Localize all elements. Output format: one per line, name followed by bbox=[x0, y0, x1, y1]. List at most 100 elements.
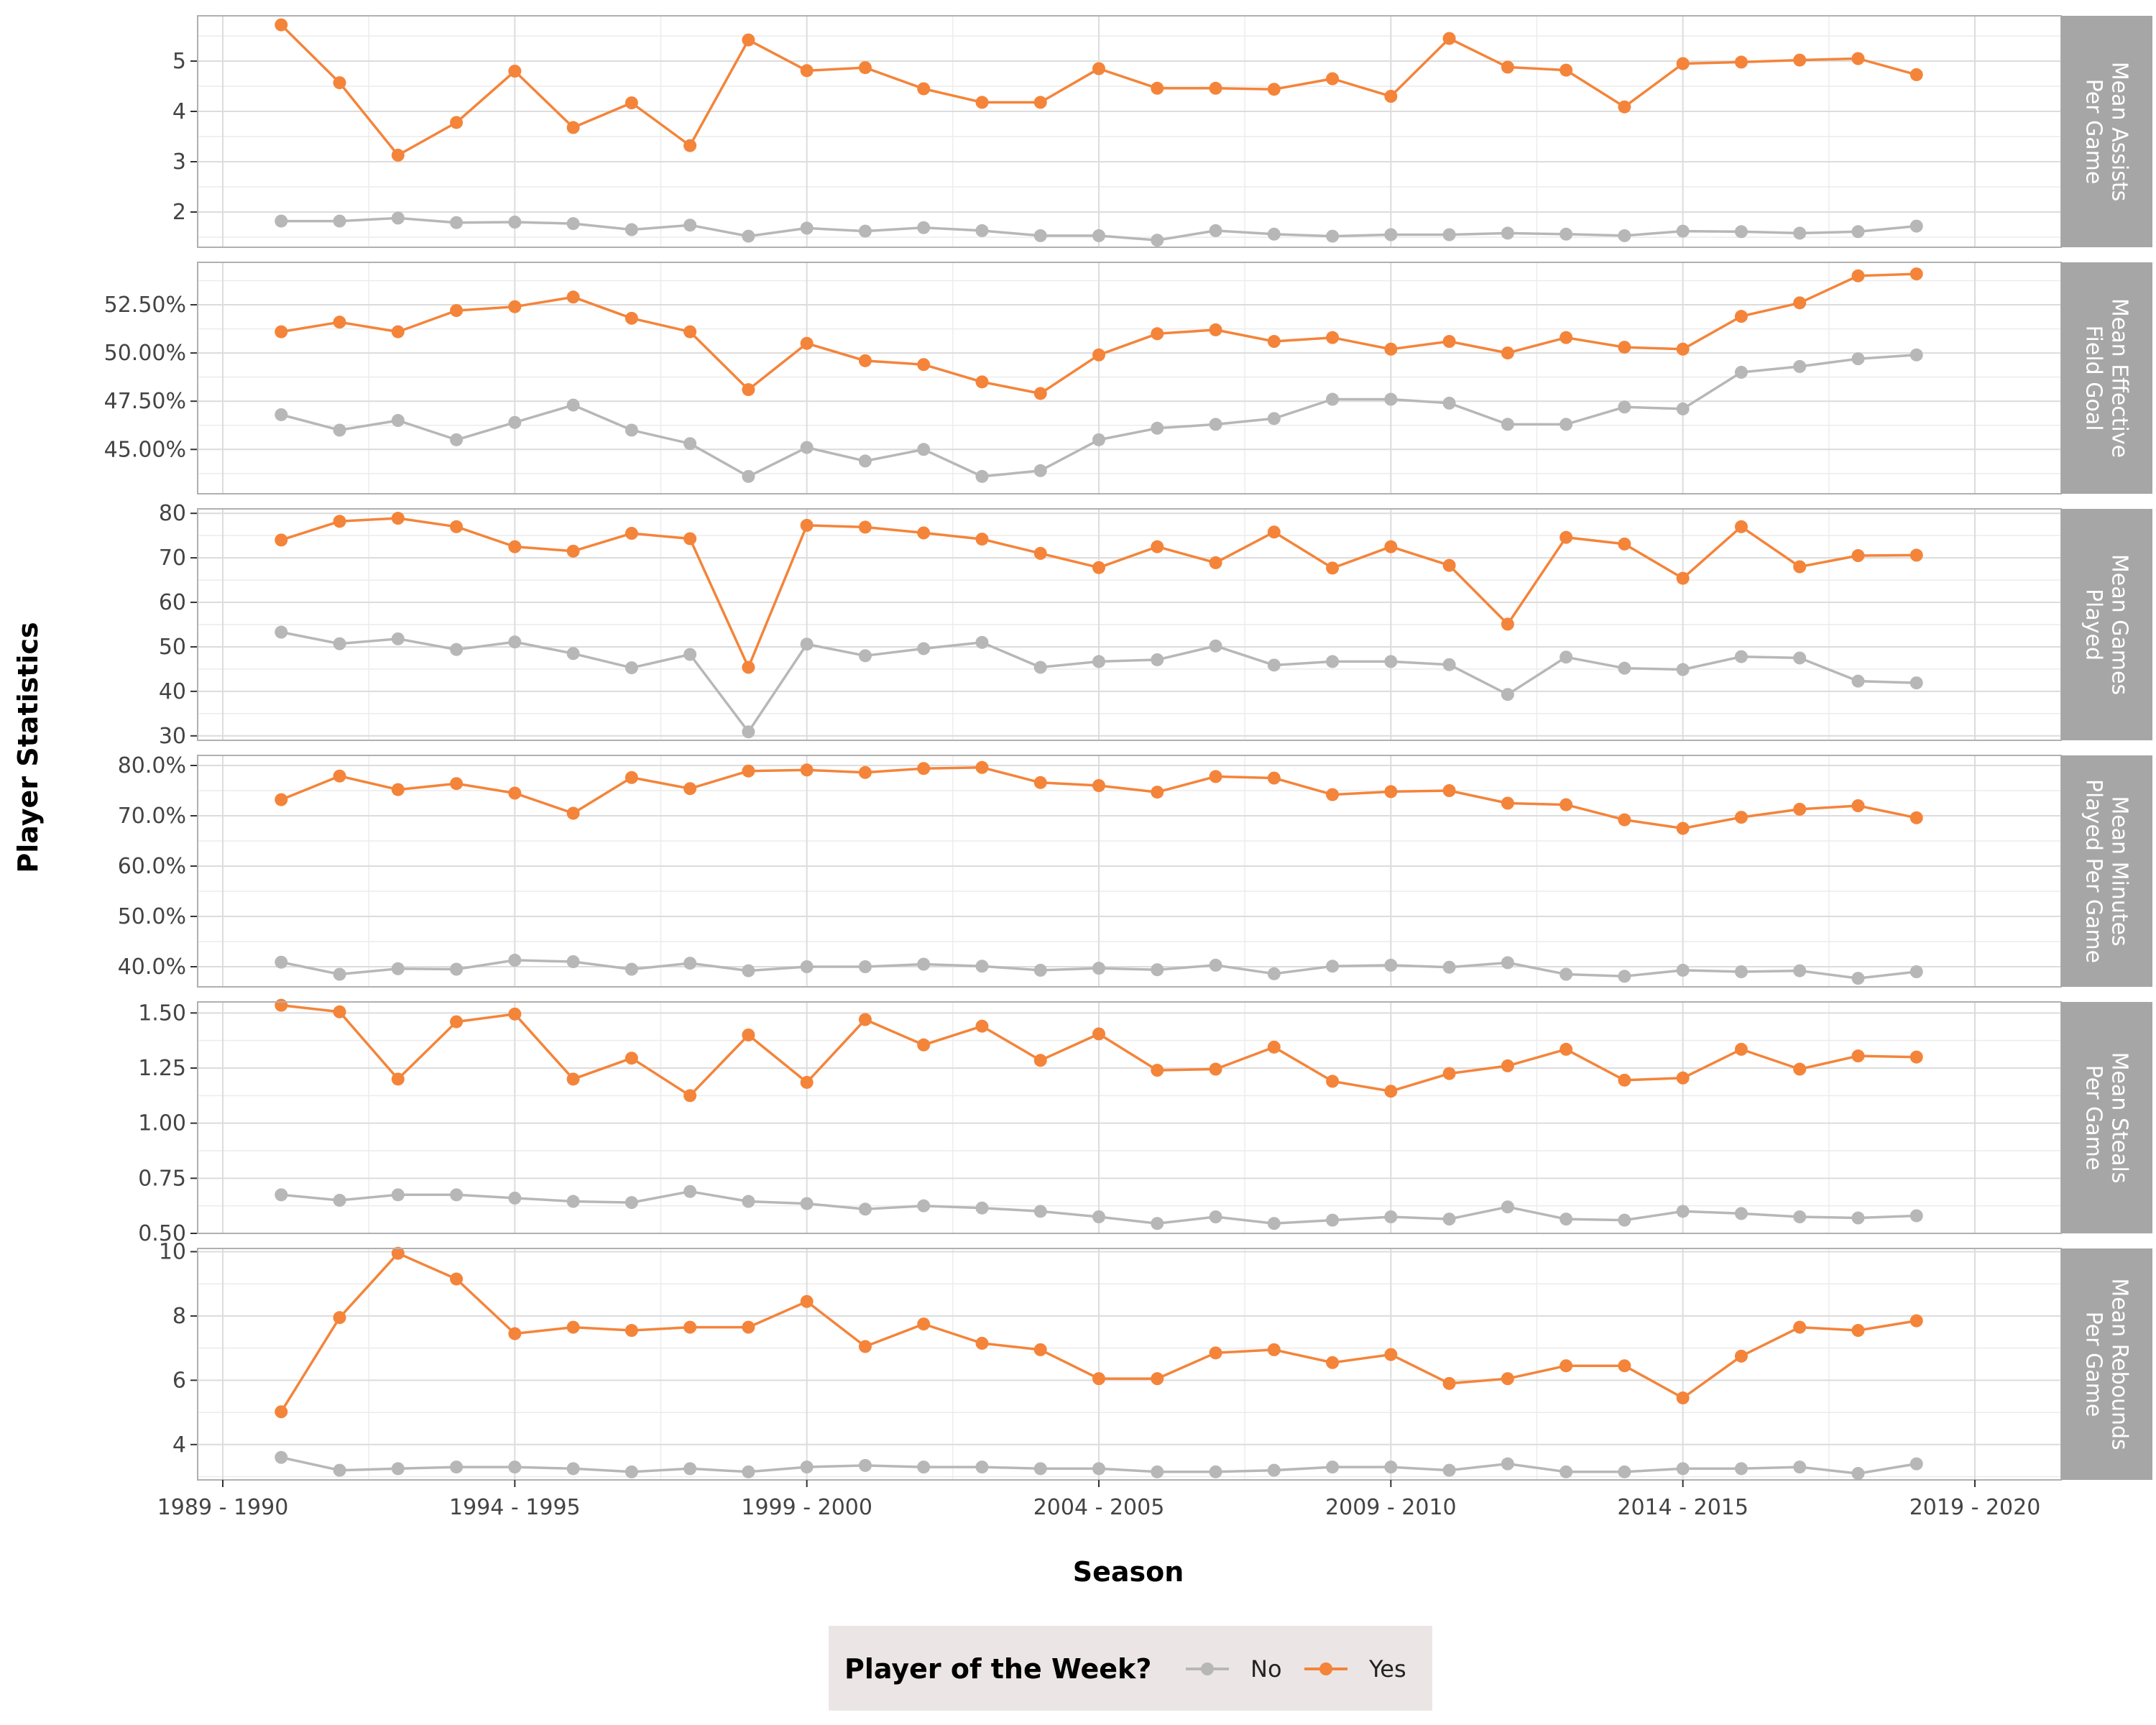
data-point-no bbox=[1033, 661, 1047, 674]
data-point-no bbox=[917, 1199, 931, 1213]
data-point-no bbox=[275, 625, 288, 639]
data-point-yes bbox=[1326, 331, 1340, 344]
data-point-yes bbox=[1909, 267, 1923, 281]
data-point-no bbox=[1442, 658, 1456, 671]
data-point-no bbox=[1909, 965, 1923, 978]
data-point-no bbox=[742, 725, 755, 739]
data-point-yes bbox=[1267, 525, 1281, 539]
data-point-yes bbox=[683, 325, 697, 339]
data-point-no bbox=[1209, 1210, 1222, 1223]
data-point-yes bbox=[1209, 556, 1222, 569]
panel-4: 0.50 0.75 1.00 1.25 1.50 Mean StealsPer Game bbox=[138, 998, 2152, 1246]
facet-strip-label: Mean AssistsPer Game bbox=[2081, 62, 2132, 201]
data-point-yes bbox=[508, 1007, 522, 1021]
data-point-yes bbox=[450, 116, 464, 129]
data-point-no bbox=[1851, 1211, 1865, 1225]
data-point-yes bbox=[800, 518, 814, 532]
data-point-no bbox=[1909, 348, 1923, 362]
data-point-yes bbox=[917, 358, 931, 372]
data-point-no bbox=[1676, 1462, 1690, 1476]
data-point-no bbox=[1442, 1213, 1456, 1226]
data-point-yes bbox=[333, 1311, 346, 1325]
data-point-no bbox=[1734, 650, 1748, 663]
data-point-yes bbox=[1851, 52, 1865, 65]
y-tick-label: 5 bbox=[172, 49, 186, 74]
data-point-no bbox=[508, 415, 522, 429]
data-point-yes bbox=[1793, 802, 1807, 816]
data-point-no bbox=[450, 643, 464, 656]
data-point-yes bbox=[391, 783, 405, 796]
data-point-no bbox=[1909, 1209, 1923, 1223]
data-point-no bbox=[683, 1184, 697, 1198]
data-point-yes bbox=[1092, 1027, 1105, 1041]
data-point-no bbox=[1501, 956, 1514, 970]
panel-0: 2 3 4 5 Mean AssistsPer Game bbox=[172, 15, 2152, 248]
data-point-no bbox=[1209, 1465, 1222, 1478]
y-tick-label: 52.50% bbox=[104, 293, 186, 318]
x-tick-label: 2004 - 2005 bbox=[1033, 1495, 1165, 1520]
data-point-no bbox=[1734, 1462, 1748, 1476]
data-point-yes bbox=[742, 33, 755, 47]
data-point-yes bbox=[683, 139, 697, 152]
data-point-yes bbox=[625, 311, 638, 325]
data-point-no bbox=[1793, 964, 1807, 978]
data-point-no bbox=[683, 957, 697, 970]
data-point-yes bbox=[275, 533, 288, 547]
data-point-no bbox=[1092, 1462, 1105, 1476]
data-point-no bbox=[508, 1191, 522, 1205]
data-point-yes bbox=[1501, 796, 1514, 810]
y-tick-label: 3 bbox=[172, 150, 186, 175]
y-axis-title: Player Statistics bbox=[12, 622, 44, 873]
data-point-no bbox=[1326, 655, 1340, 668]
data-point-no bbox=[625, 1465, 638, 1478]
data-point-no bbox=[391, 1188, 405, 1202]
data-point-yes bbox=[1734, 55, 1748, 69]
facet-strip bbox=[2061, 755, 2152, 987]
data-point-yes bbox=[975, 375, 989, 389]
data-point-yes bbox=[508, 786, 522, 800]
data-point-yes bbox=[1851, 1049, 1865, 1063]
panel-3: 40.0% 50.0% 60.0% 70.0% 80.0% Mean MinutesPla… bbox=[118, 753, 2152, 988]
data-point-yes bbox=[1151, 1372, 1164, 1386]
data-point-no bbox=[1033, 464, 1047, 477]
data-point-yes bbox=[1560, 63, 1573, 77]
data-point-no bbox=[450, 216, 464, 229]
panel-5: 4 6 8 10 Mean ReboundsPer Game bbox=[159, 1239, 2152, 1481]
y-tick-label: 45.00% bbox=[104, 437, 186, 462]
data-point-yes bbox=[742, 383, 755, 397]
data-point-yes bbox=[742, 764, 755, 778]
y-tick-label: 40 bbox=[159, 679, 186, 704]
data-point-no bbox=[625, 1196, 638, 1210]
data-point-no bbox=[1209, 224, 1222, 237]
data-point-no bbox=[1092, 655, 1105, 668]
data-point-no bbox=[508, 1460, 522, 1474]
data-point-yes bbox=[1326, 1075, 1340, 1088]
data-point-yes bbox=[1442, 335, 1456, 349]
data-point-no bbox=[1560, 1465, 1573, 1478]
data-point-no bbox=[1618, 970, 1631, 983]
data-point-no bbox=[1209, 958, 1222, 972]
data-point-yes bbox=[1092, 348, 1105, 362]
data-point-no bbox=[917, 642, 931, 656]
data-point-yes bbox=[566, 121, 580, 134]
data-point-yes bbox=[975, 533, 989, 546]
data-point-yes bbox=[1442, 1067, 1456, 1080]
data-point-no bbox=[742, 229, 755, 243]
data-point-no bbox=[975, 469, 989, 483]
data-point-yes bbox=[333, 769, 346, 783]
data-point-no bbox=[800, 221, 814, 235]
data-point-no bbox=[1618, 400, 1631, 414]
x-tick-label: 2009 - 2010 bbox=[1325, 1495, 1457, 1520]
data-point-yes bbox=[1151, 540, 1164, 553]
data-point-yes bbox=[1851, 1324, 1865, 1338]
data-point-no bbox=[800, 638, 814, 651]
data-point-no bbox=[275, 408, 288, 421]
data-point-yes bbox=[1501, 346, 1514, 360]
data-point-yes bbox=[1442, 784, 1456, 797]
data-point-yes bbox=[1676, 822, 1690, 835]
data-point-yes bbox=[683, 1089, 697, 1103]
x-tick-label: 1994 - 1995 bbox=[449, 1495, 581, 1520]
data-point-no bbox=[1793, 651, 1807, 665]
data-point-yes bbox=[1501, 1059, 1514, 1072]
data-point-yes bbox=[917, 526, 931, 540]
